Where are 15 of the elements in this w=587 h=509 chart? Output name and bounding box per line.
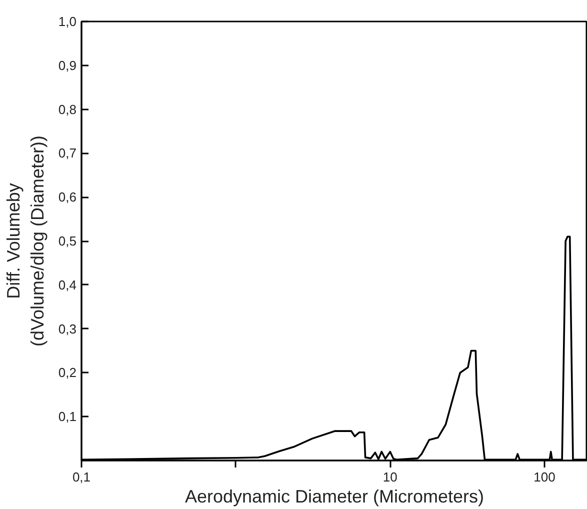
- y-tick-label: 0,8: [58, 102, 77, 117]
- x-tick-label: 100: [534, 470, 556, 484]
- y-tick-label: 0,2: [58, 365, 77, 380]
- y-tick-label: 0,4: [58, 277, 77, 292]
- y-tick-label: 0,5: [58, 234, 77, 248]
- x-tick-label: 10: [382, 470, 398, 484]
- x-axis-title: Aerodynamic Diameter (Micrometers): [184, 486, 484, 506]
- y-tick-label: 0,6: [58, 190, 77, 205]
- y-tick-label: 1,0: [58, 14, 77, 29]
- y-tick-label: 0,3: [58, 321, 77, 336]
- y-tick-label: 0,1: [58, 409, 77, 424]
- x-tick-label: 0,1: [72, 470, 91, 484]
- y-tick-label: 0,9: [58, 58, 77, 73]
- y-tick-label: 0,7: [58, 146, 77, 161]
- y-axis-title: Diff. Volumeby (dVolume/dlog (Diameter)): [3, 135, 48, 347]
